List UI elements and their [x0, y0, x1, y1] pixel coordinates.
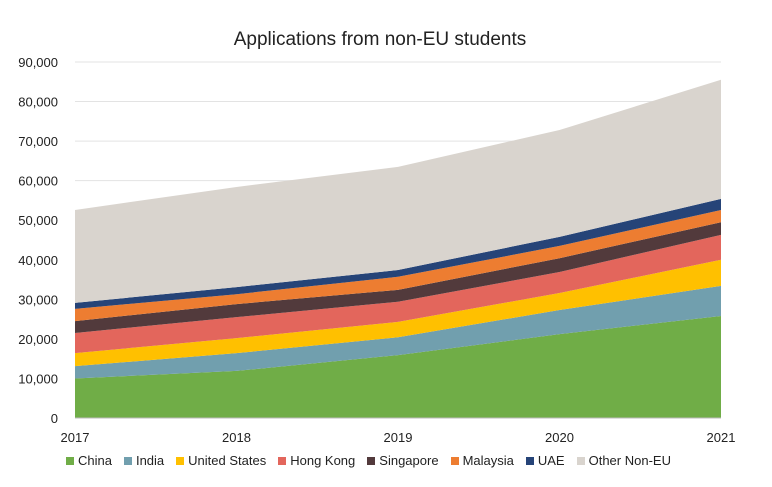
y-tick-label: 30,000	[18, 292, 58, 307]
legend-swatch	[176, 456, 185, 465]
chart-title: Applications from non-EU students	[234, 29, 527, 50]
y-tick-label: 40,000	[18, 253, 58, 268]
legend-label: Singapore	[379, 453, 439, 468]
y-tick-label: 80,000	[18, 95, 58, 110]
y-tick-label: 0	[51, 411, 58, 426]
legend: China India United States Hong Kong Singapor…	[66, 453, 671, 468]
x-tick-label: 2020	[545, 430, 574, 445]
legend-swatch	[66, 456, 74, 465]
y-tick-label: 50,000	[18, 213, 58, 228]
legend-swatch	[278, 456, 287, 465]
area-china	[75, 315, 721, 418]
legend-label: Other Non-EU	[588, 453, 671, 468]
y-tick-label: 10,000	[18, 371, 58, 386]
legend-swatch	[123, 456, 132, 465]
x-tick-label: 2019	[384, 430, 413, 445]
legend-item: China	[66, 453, 112, 468]
legend-label: Malaysia	[462, 453, 514, 468]
y-tick-label: 70,000	[18, 134, 58, 149]
area-united-states	[75, 259, 721, 367]
legend-item: Malaysia	[450, 453, 514, 468]
legend-item: Singapore	[367, 453, 439, 468]
legend-swatch	[525, 456, 534, 465]
legend-item: Other Non-EU	[576, 453, 671, 468]
legend-swatch	[576, 456, 585, 465]
legend-label: China	[78, 453, 112, 468]
legend-item: UAE	[525, 453, 565, 468]
area-malaysia	[75, 209, 721, 322]
legend-item: Hong Kong	[278, 453, 355, 468]
legend-label: United States	[188, 453, 267, 468]
legend-item: India	[123, 453, 165, 468]
area-india	[75, 285, 721, 379]
area-uae	[75, 198, 721, 309]
legend-item: United States	[176, 453, 266, 468]
legend-swatch	[450, 456, 459, 465]
x-tick-label: 2021	[707, 430, 736, 445]
legend-label: UAE	[537, 453, 565, 468]
y-tick-label: 90,000	[18, 55, 58, 70]
area-hong-kong	[75, 234, 721, 354]
area-singapore	[75, 222, 721, 333]
x-tick-label: 2018	[222, 430, 251, 445]
legend-label: Hong Kong	[290, 453, 356, 468]
legend-swatch	[367, 456, 376, 465]
y-tick-label: 60,000	[18, 174, 58, 189]
x-tick-label: 2017	[61, 430, 90, 445]
area-other-non-eu	[75, 79, 721, 303]
y-tick-label: 20,000	[18, 332, 58, 347]
legend-label: India	[135, 453, 165, 468]
